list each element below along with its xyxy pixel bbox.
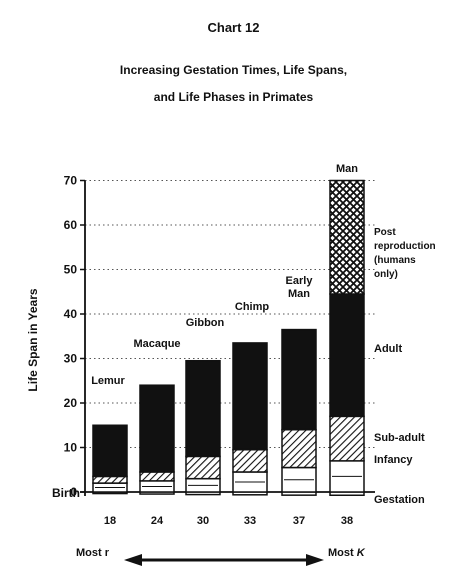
y-axis: 0 10 20 30 40 50 60 70: [64, 174, 375, 499]
y-tick-label: 20: [64, 396, 78, 410]
gestation-weeks-label: 30: [197, 515, 209, 527]
bar-man: [329, 179, 365, 496]
category-label: Gibbon: [186, 317, 225, 329]
gridlines: [85, 180, 375, 448]
birth-label: Birth: [52, 486, 80, 500]
adult-segment: [329, 293, 365, 418]
r-k-scale: Most r Most K: [76, 547, 366, 566]
post-reproduction-label: Post: [374, 227, 396, 238]
post-reproduction-label: (humans: [374, 255, 416, 266]
y-tick-label: 60: [64, 218, 78, 232]
bar-lemur: [92, 424, 128, 495]
scale-arrow-left-head: [124, 554, 142, 566]
bar-labels: 18 24 30 33 37 38 Lemur Macaque Gibbon Chimp Early…: [91, 163, 358, 527]
subadult-label: Sub-adult: [374, 432, 425, 444]
phase-labels: Gestation Infancy Sub-adult Adult Post reprod…: [374, 227, 436, 506]
adult-label: Adult: [374, 343, 402, 355]
y-tick-label: 30: [64, 352, 78, 366]
adult-segment: [92, 424, 128, 478]
chart-title-line-2: and Life Phases in Primates: [153, 90, 314, 104]
gestation-weeks-label: 18: [104, 515, 116, 527]
y-tick-label: 70: [64, 174, 78, 188]
adult-segment: [139, 384, 175, 473]
gestation-weeks-label: 37: [293, 515, 305, 527]
bar-gibbon: [185, 359, 221, 496]
k-symbol: K: [357, 547, 366, 559]
adult-segment: [185, 359, 221, 458]
category-label: Early: [286, 275, 314, 287]
scale-right-label: Most K: [328, 547, 366, 559]
subadult-segment: [281, 428, 317, 469]
y-tick-label: 50: [64, 263, 78, 277]
category-label: Man: [336, 163, 358, 175]
category-label: Macaque: [133, 338, 180, 350]
category-label: Man: [288, 288, 310, 300]
scale-arrow-right-head: [306, 554, 324, 566]
adult-segment: [232, 342, 268, 451]
gestation-label: Gestation: [374, 494, 425, 506]
adult-segment: [281, 328, 317, 431]
scale-left-label: Most r: [76, 547, 110, 559]
subadult-segment: [329, 415, 365, 462]
bar-chimp: [232, 342, 268, 496]
post-reproduction-label: only): [374, 269, 398, 280]
post-reproduction-label: reproduction: [374, 241, 436, 252]
bars: [92, 179, 365, 496]
infancy-label: Infancy: [374, 454, 413, 466]
y-tick-label: 40: [64, 307, 78, 321]
gestation-weeks-label: 33: [244, 515, 256, 527]
gestation-weeks-label: 24: [151, 515, 164, 527]
subadult-segment: [232, 448, 268, 473]
category-label: Chimp: [235, 301, 270, 313]
gestation-weeks-label: 38: [341, 515, 353, 527]
subadult-segment: [92, 475, 128, 484]
chart-number: Chart 12: [207, 20, 260, 35]
category-label: Lemur: [91, 375, 125, 387]
bar-macaque: [139, 384, 175, 495]
y-tick-label: 10: [64, 441, 78, 455]
post-reproduction-segment: [329, 179, 365, 295]
y-axis-label: Life Span in Years: [26, 288, 40, 391]
bar-early-man: [281, 328, 317, 496]
y-tick-label: 0: [70, 485, 77, 499]
chart-title-line-1: Increasing Gestation Times, Life Spans,: [119, 63, 348, 77]
subadult-segment: [139, 471, 175, 482]
subadult-segment: [185, 455, 221, 480]
